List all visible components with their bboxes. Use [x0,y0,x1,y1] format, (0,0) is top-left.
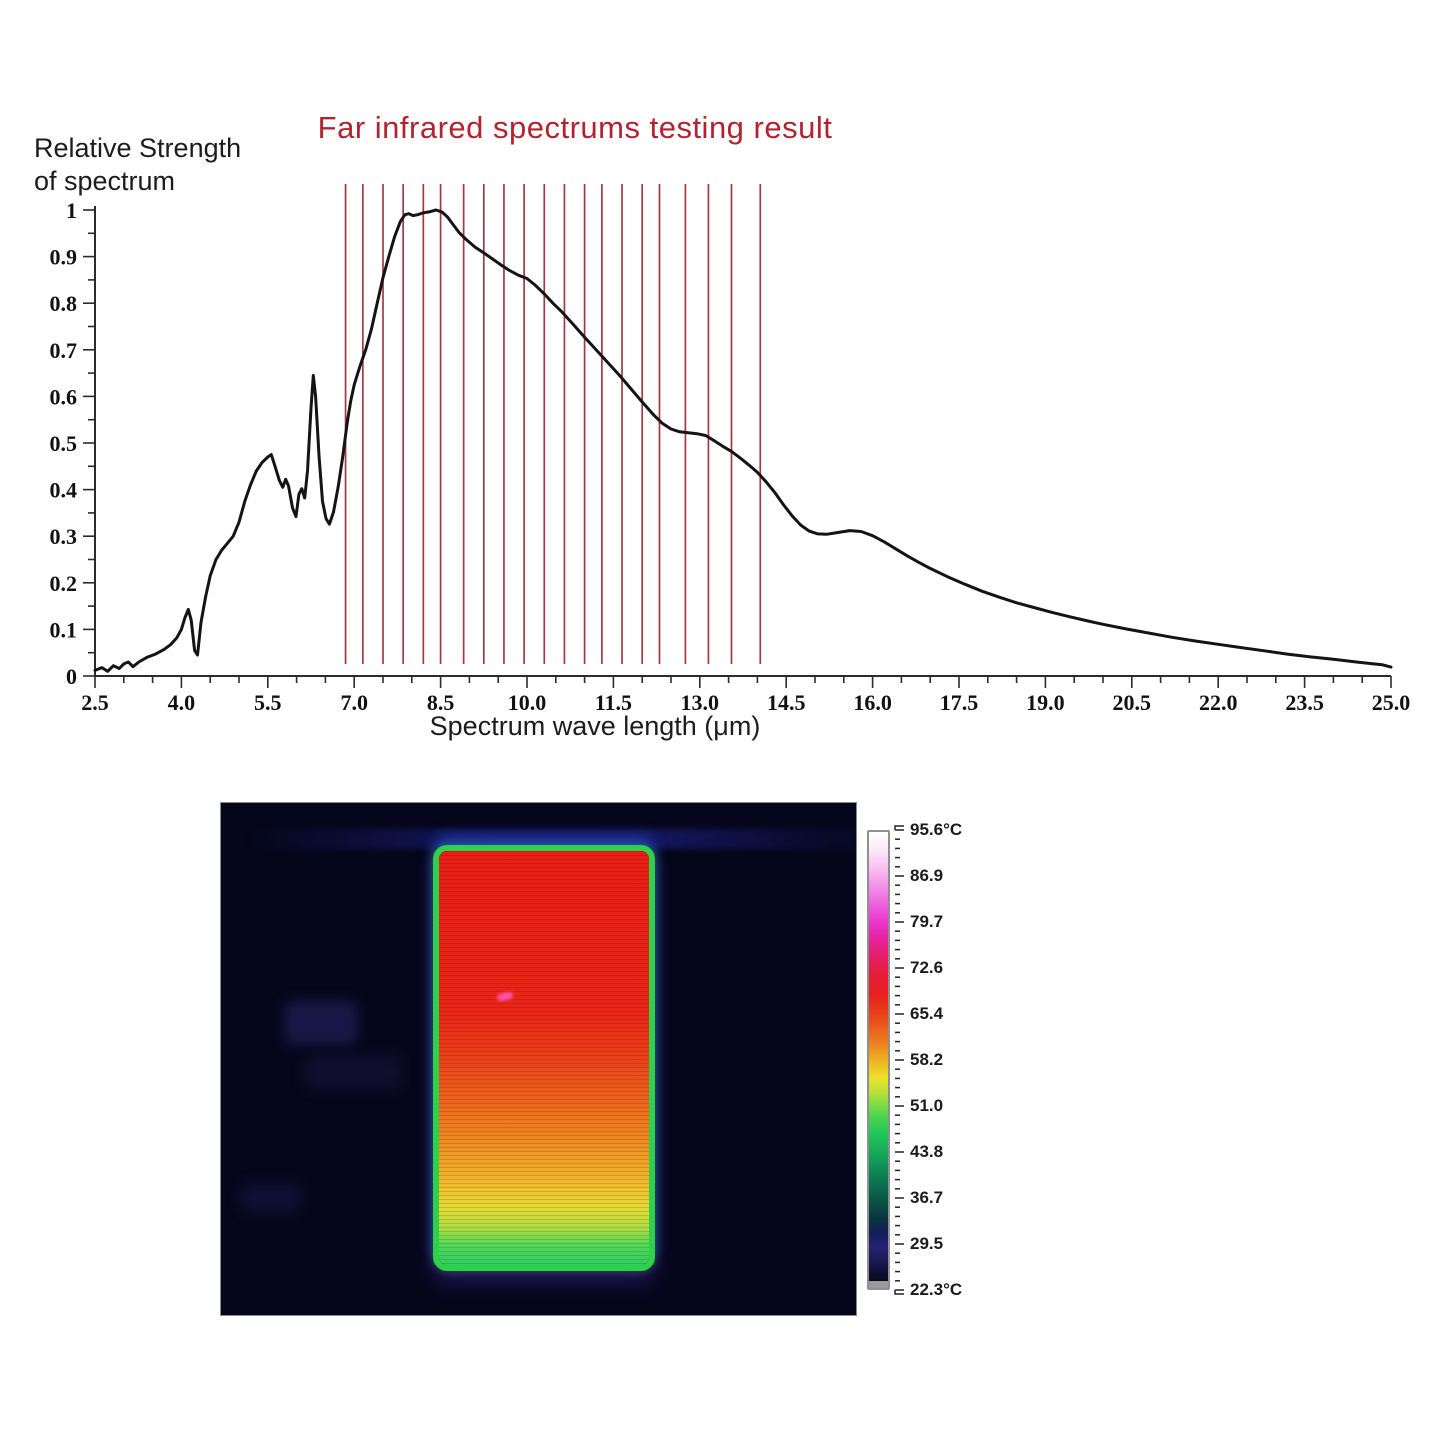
thermal-background-blob [305,1055,401,1089]
x-axis-title: Spectrum wave length (μm) [370,711,820,742]
thermal-background-blob [285,1001,357,1045]
y-tick-label: 0.3 [50,524,78,549]
colorbar-label: 72.6 [910,958,943,978]
page-root: Relative Strength of spectrum Far infrar… [0,0,1440,1440]
thermal-photo [220,802,857,1316]
x-tick-label: 7.0 [340,690,368,715]
axis-lines [95,206,1391,676]
y-tick-label: 0.7 [50,338,78,363]
x-tick-label: 19.0 [1026,690,1065,715]
colorbar-undercap [869,1281,888,1288]
x-tick-label: 4.0 [168,690,196,715]
x-tick-label: 23.5 [1285,690,1324,715]
x-tick-label: 5.5 [254,690,282,715]
colorbar-label: 43.8 [910,1142,943,1162]
y-tick-label: 0.8 [50,291,78,316]
x-tick-label: 25.0 [1372,690,1411,715]
colorbar-label: 51.0 [910,1096,943,1116]
y-tick-label: 0.9 [50,245,78,270]
thermal-background-blob [241,1183,301,1213]
y-tick-label: 0.1 [50,617,78,642]
temperature-colorbar [867,830,890,1290]
y-tick-label: 0.2 [50,571,78,596]
colorbar-label: 95.6°C [910,820,962,840]
y-tick-label: 0.5 [50,431,78,456]
heated-panel-scanlines [439,851,649,1265]
x-tick-label: 22.0 [1199,690,1238,715]
colorbar-label: 36.7 [910,1188,943,1208]
x-tick-label: 20.5 [1113,690,1152,715]
heated-panel [433,845,655,1271]
y-tick-label: 0 [66,664,77,689]
y-tick-label: 1 [66,198,77,223]
colorbar-label: 58.2 [910,1050,943,1070]
x-tick-label: 2.5 [81,690,109,715]
spectrum-plot: 2.54.05.57.08.510.011.513.014.516.017.51… [0,0,1440,770]
x-tick-label: 17.5 [940,690,979,715]
colorbar-label: 79.7 [910,912,943,932]
colorbar-label: 29.5 [910,1234,943,1254]
y-tick-label: 0.6 [50,384,78,409]
colorbar-label: 65.4 [910,1004,943,1024]
colorbar-label: 22.3°C [910,1280,962,1300]
spectrum-curve [95,210,1391,671]
colorbar-label: 86.9 [910,866,943,886]
x-tick-label: 16.0 [853,690,892,715]
y-tick-label: 0.4 [50,478,78,503]
